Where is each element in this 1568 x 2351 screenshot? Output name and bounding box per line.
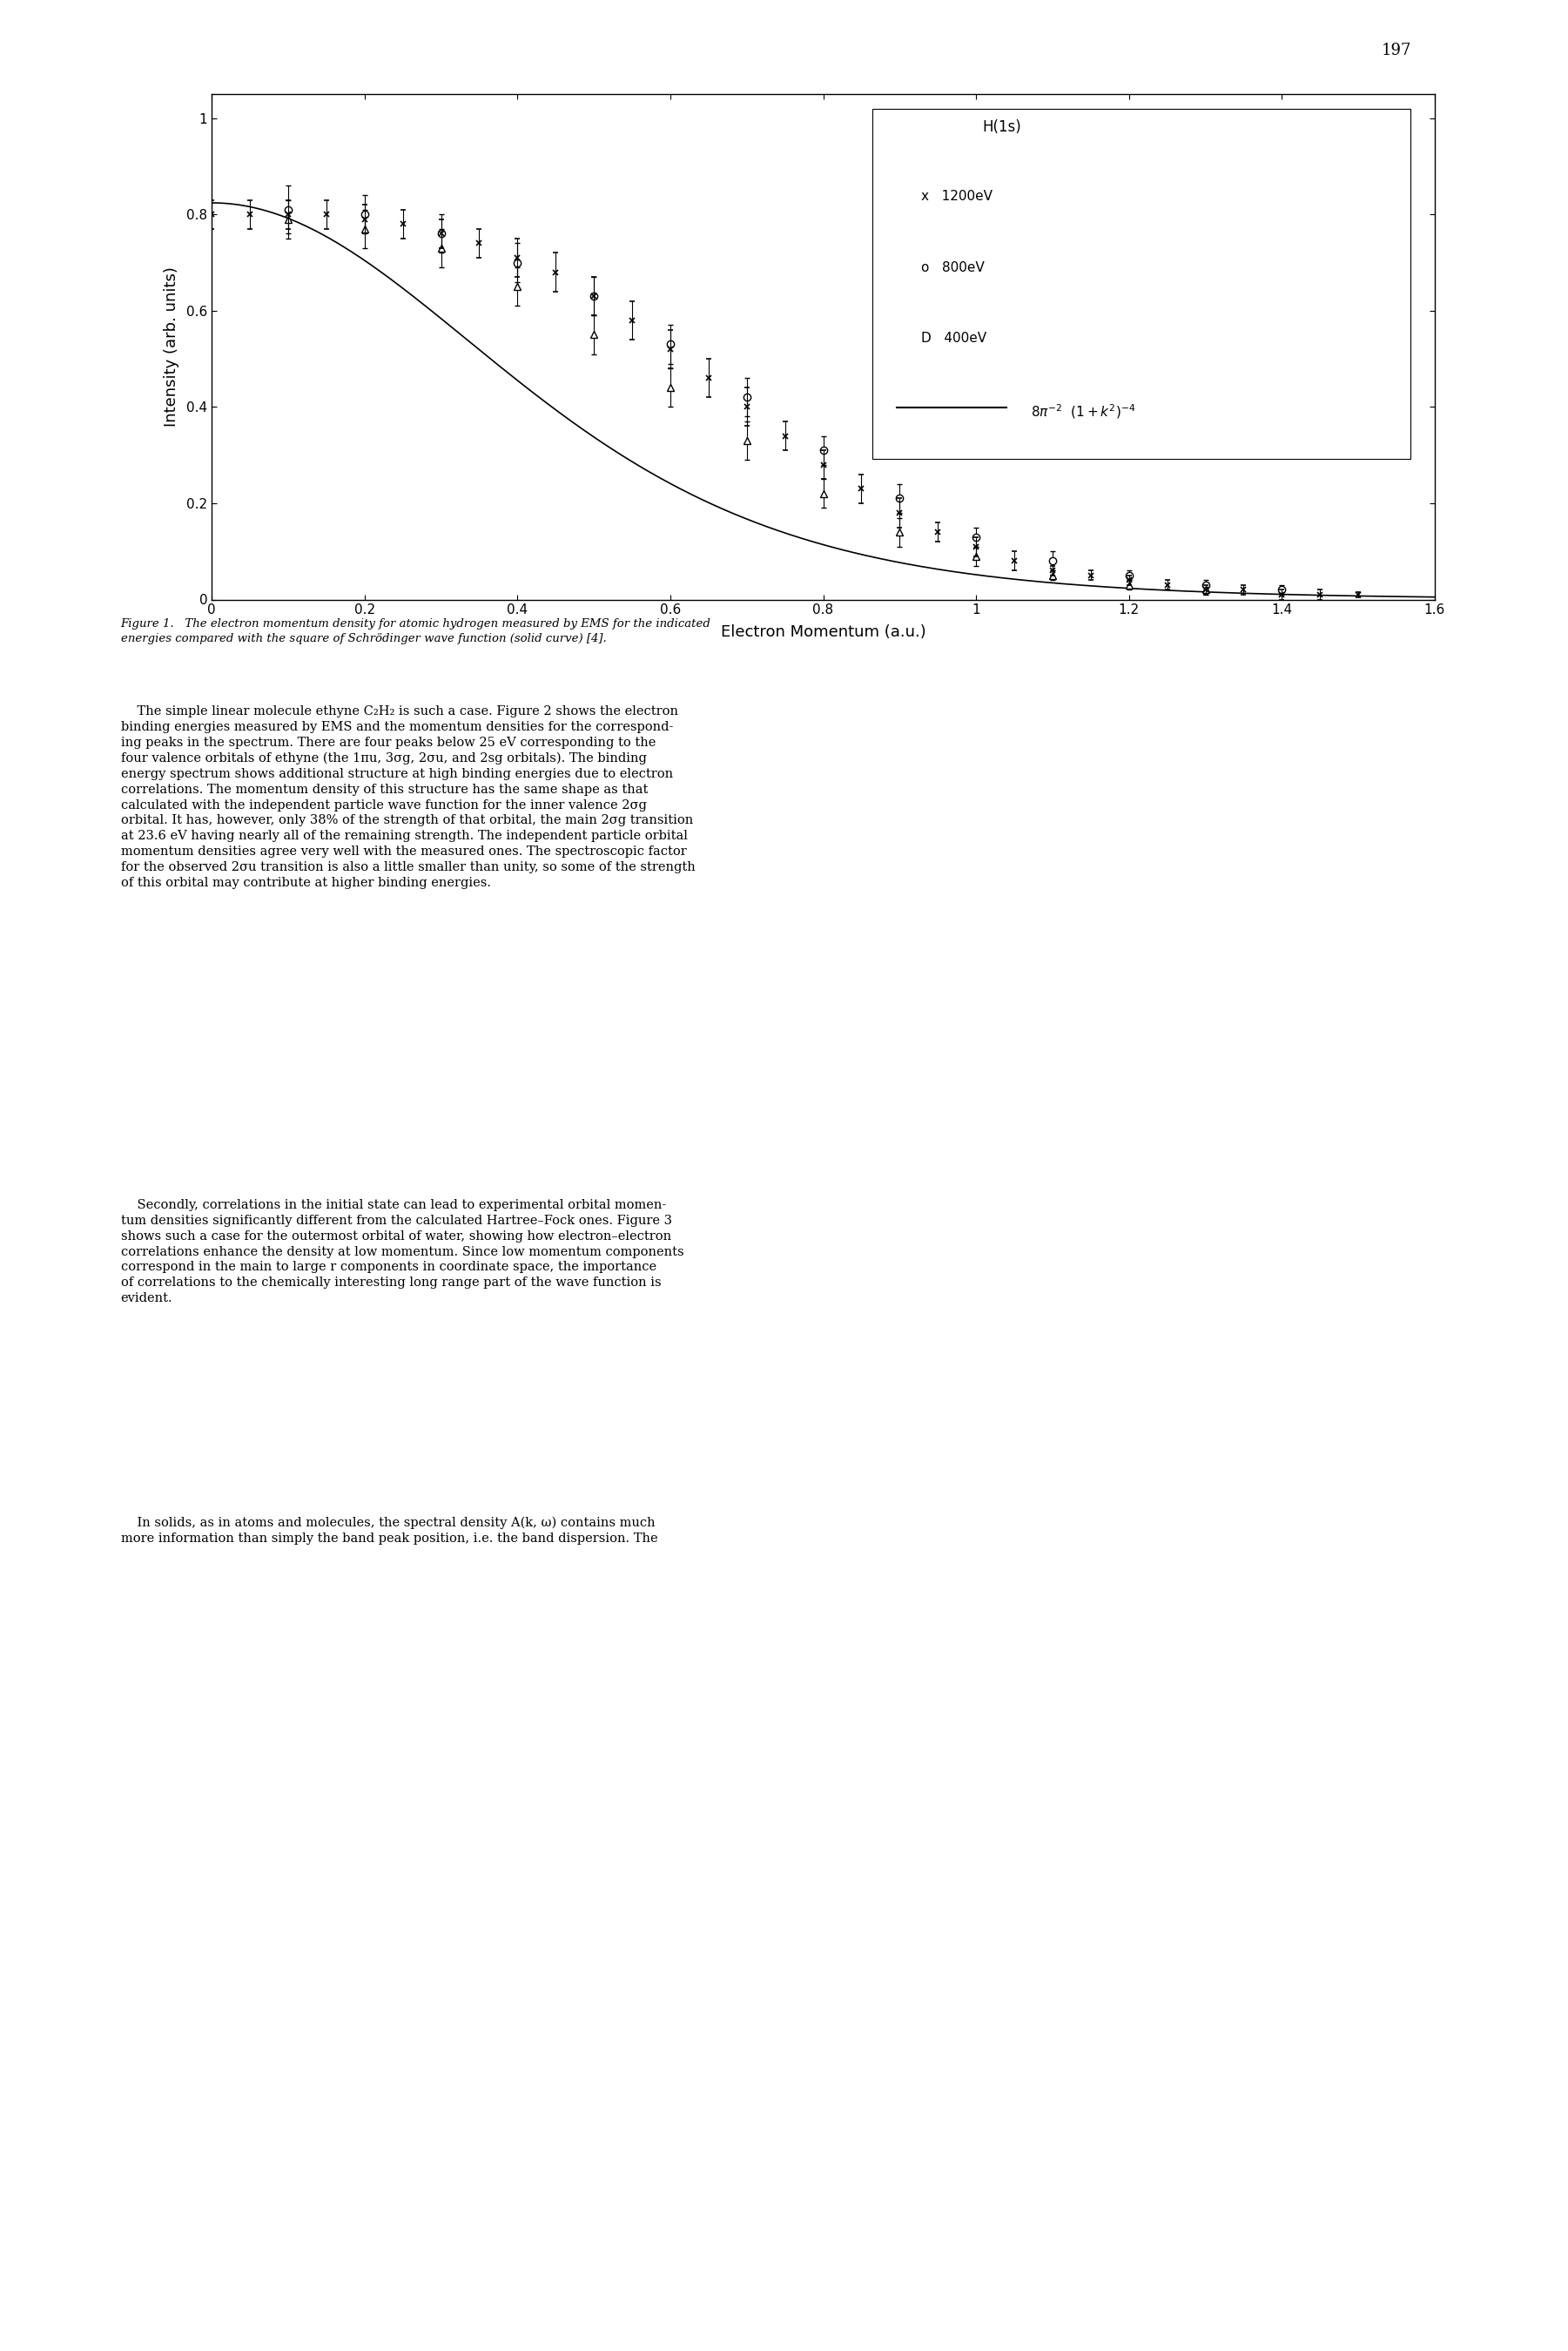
Text: D   400eV: D 400eV	[920, 331, 986, 346]
Text: The simple linear molecule ethyne C₂H₂ is such a case. Figure 2 shows the electr: The simple linear molecule ethyne C₂H₂ i…	[121, 705, 695, 889]
Text: In solids, as in atoms and molecules, the spectral density A(k, ω) contains much: In solids, as in atoms and molecules, th…	[121, 1516, 657, 1545]
Text: Secondly, correlations in the initial state can lead to experimental orbital mom: Secondly, correlations in the initial st…	[121, 1199, 684, 1305]
Text: 197: 197	[1381, 42, 1411, 59]
Text: Figure 1.   The electron momentum density for atomic hydrogen measured by EMS fo: Figure 1. The electron momentum density …	[121, 618, 710, 644]
X-axis label: Electron Momentum (a.u.): Electron Momentum (a.u.)	[721, 623, 925, 639]
Bar	[872, 108, 1410, 458]
Text: H(1s): H(1s)	[982, 120, 1021, 134]
Text: x   1200eV: x 1200eV	[920, 190, 993, 202]
Text: $8\pi^{-2}$  $(1+k^2)^{-4}$: $8\pi^{-2}$ $(1+k^2)^{-4}$	[1032, 402, 1135, 421]
Text: o   800eV: o 800eV	[920, 261, 985, 275]
Y-axis label: Intensity (arb. units): Intensity (arb. units)	[163, 266, 179, 428]
